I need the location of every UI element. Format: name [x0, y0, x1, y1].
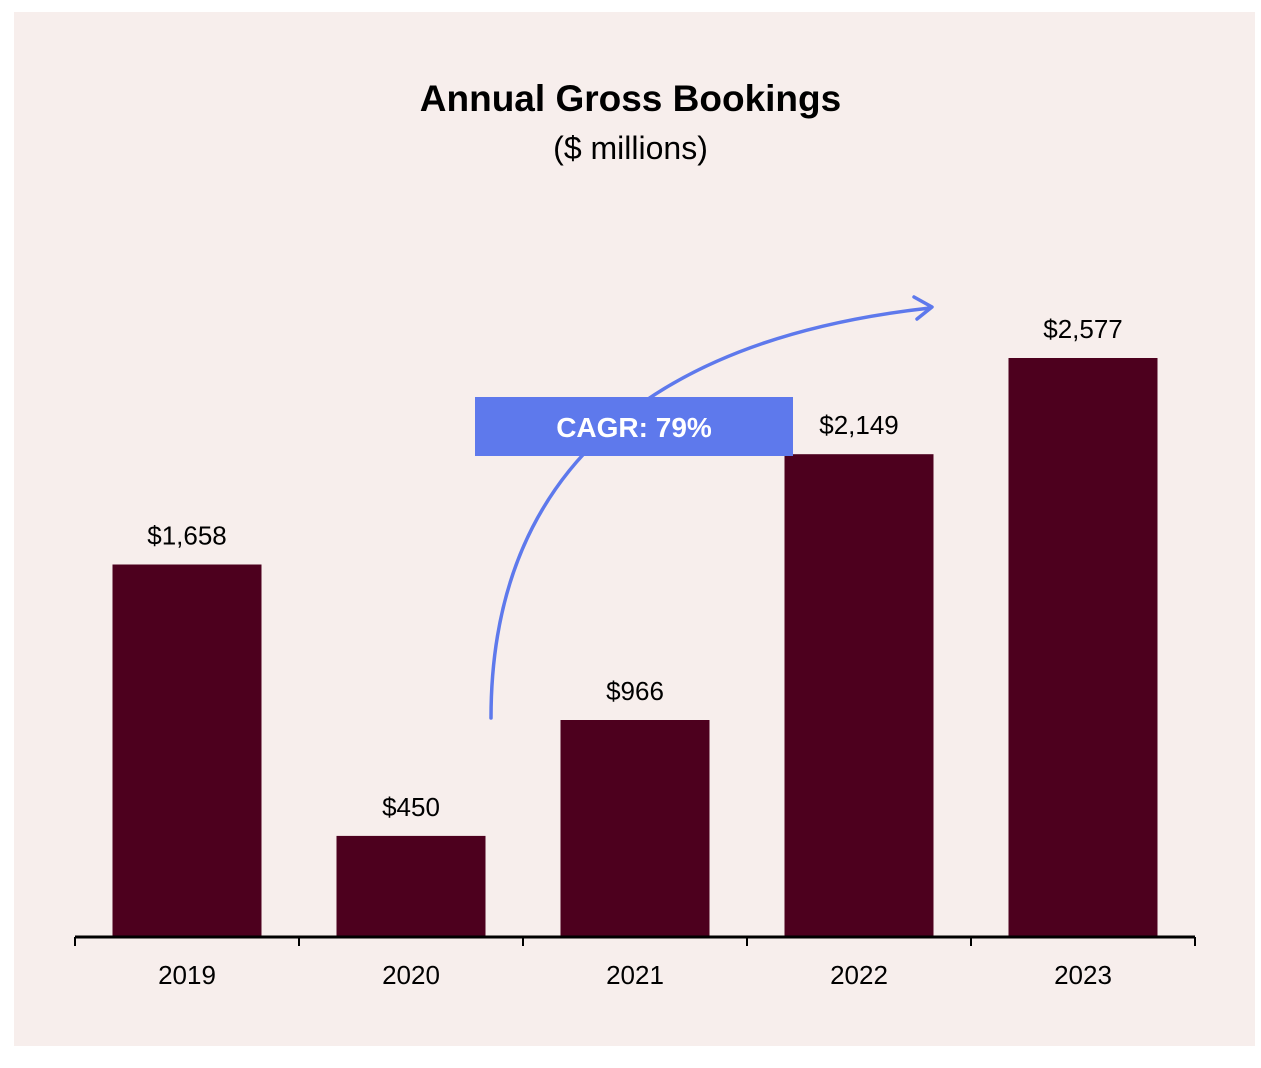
bar-2021: [560, 720, 710, 937]
bars-layer: [112, 358, 1158, 937]
bar-2020: [336, 835, 486, 937]
cagr-label: CAGR: 79%: [556, 412, 712, 443]
x-tick-label-2019: 2019: [158, 960, 216, 990]
chart-title: Annual Gross Bookings: [419, 78, 842, 119]
bar-2023: [1008, 358, 1158, 937]
data-label-2023: $2,577: [1043, 314, 1123, 344]
bar-2019: [112, 564, 262, 937]
data-label-2022: $2,149: [819, 410, 899, 440]
data-label-2021: $966: [606, 676, 664, 706]
chart-subtitle: ($ millions): [553, 130, 708, 166]
x-tick-label-2020: 2020: [382, 960, 440, 990]
data-label-2020: $450: [382, 792, 440, 822]
x-tick-label-2022: 2022: [830, 960, 888, 990]
x-tick-label-2021: 2021: [606, 960, 664, 990]
bar-2022: [784, 454, 934, 937]
cagr-arrowhead: [912, 295, 934, 321]
data-label-2019: $1,658: [147, 521, 227, 551]
labels-layer: $1,658 2019 $450 2020 $966 2021 $2,149 2022 $2,5…: [147, 314, 1123, 990]
x-axis: [74, 935, 1196, 946]
cagr-box: [475, 397, 793, 456]
x-tick-label-2023: 2023: [1054, 960, 1112, 990]
cagr-annotation: CAGR: 79%: [475, 295, 934, 720]
